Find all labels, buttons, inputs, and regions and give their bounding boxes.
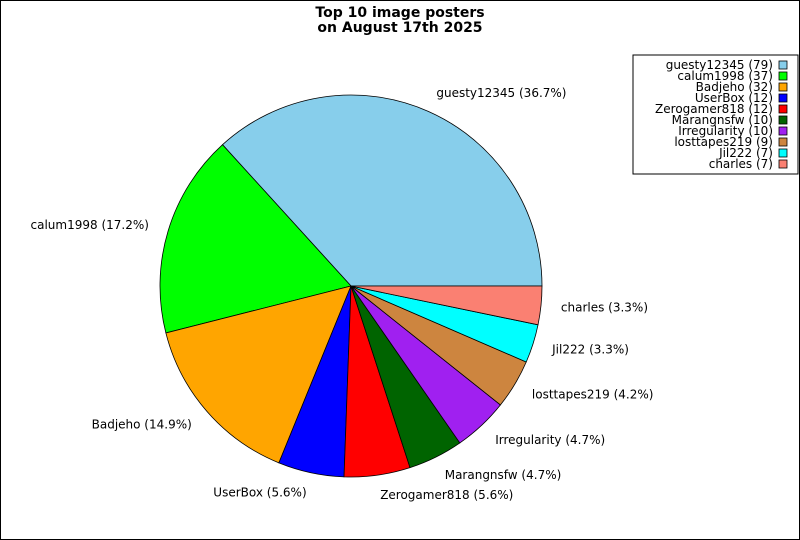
legend-swatch-losttapes219 [778, 137, 788, 147]
legend-swatch-calum1998 [778, 71, 788, 81]
slice-label-Marangnsfw: Marangnsfw (4.7%) [445, 468, 562, 482]
legend-entry-charles: charles (7) [709, 157, 773, 171]
pie-slice-Badjeho [165, 285, 352, 464]
chart-title-line-1: Top 10 image posters [315, 5, 484, 21]
legend-entry-calum1998: calum1998 (37) [677, 69, 773, 83]
legend-entry-losttapes219: losttapes219 (9) [674, 135, 773, 149]
legend-swatch-guesty12345 [778, 60, 788, 70]
slice-label-UserBox: UserBox (5.6%) [213, 485, 306, 499]
slice-label-charles: charles (3.3%) [561, 301, 648, 315]
slice-label-Jil222: Jil222 (3.3%) [551, 343, 629, 357]
slice-label-losttapes219: losttapes219 (4.2%) [532, 388, 654, 402]
legend-swatch-UserBox [778, 93, 788, 103]
legend-swatch-Zerogamer818 [778, 104, 788, 114]
legend-swatch-Jil222 [778, 148, 788, 158]
legend-swatch-Badjeho [778, 82, 788, 92]
legend-entry-Irregularity: Irregularity (10) [678, 124, 773, 138]
chart-title-line-2: on August 17th 2025 [317, 20, 482, 36]
slice-label-Badjeho: Badjeho (14.9%) [92, 417, 192, 431]
pie-slice-charles [350, 285, 543, 326]
slice-label-Irregularity: Irregularity (4.7%) [495, 433, 605, 447]
legend-entry-guesty12345: guesty12345 (79) [666, 58, 773, 72]
legend-swatch-charles [778, 159, 788, 169]
pie-slice-calum1998 [159, 144, 352, 334]
legend-entry-Badjeho: Badjeho (32) [696, 80, 773, 94]
legend-swatch-Marangnsfw [778, 115, 788, 125]
legend-box [632, 54, 799, 175]
legend-entry-UserBox: UserBox (12) [695, 91, 773, 105]
legend-swatch-Irregularity [778, 126, 788, 136]
slice-label-guesty12345: guesty12345 (36.7%) [436, 86, 566, 100]
pie-slice-guesty12345 [221, 94, 543, 287]
legend-entry-Jil222: Jil222 (7) [718, 146, 773, 160]
legend-entry-Zerogamer818: Zerogamer818 (12) [655, 102, 773, 116]
slice-label-calum1998: calum1998 (17.2%) [31, 218, 149, 232]
legend-entry-Marangnsfw: Marangnsfw (10) [672, 113, 773, 127]
slice-label-Zerogamer818: Zerogamer818 (5.6%) [380, 488, 513, 502]
